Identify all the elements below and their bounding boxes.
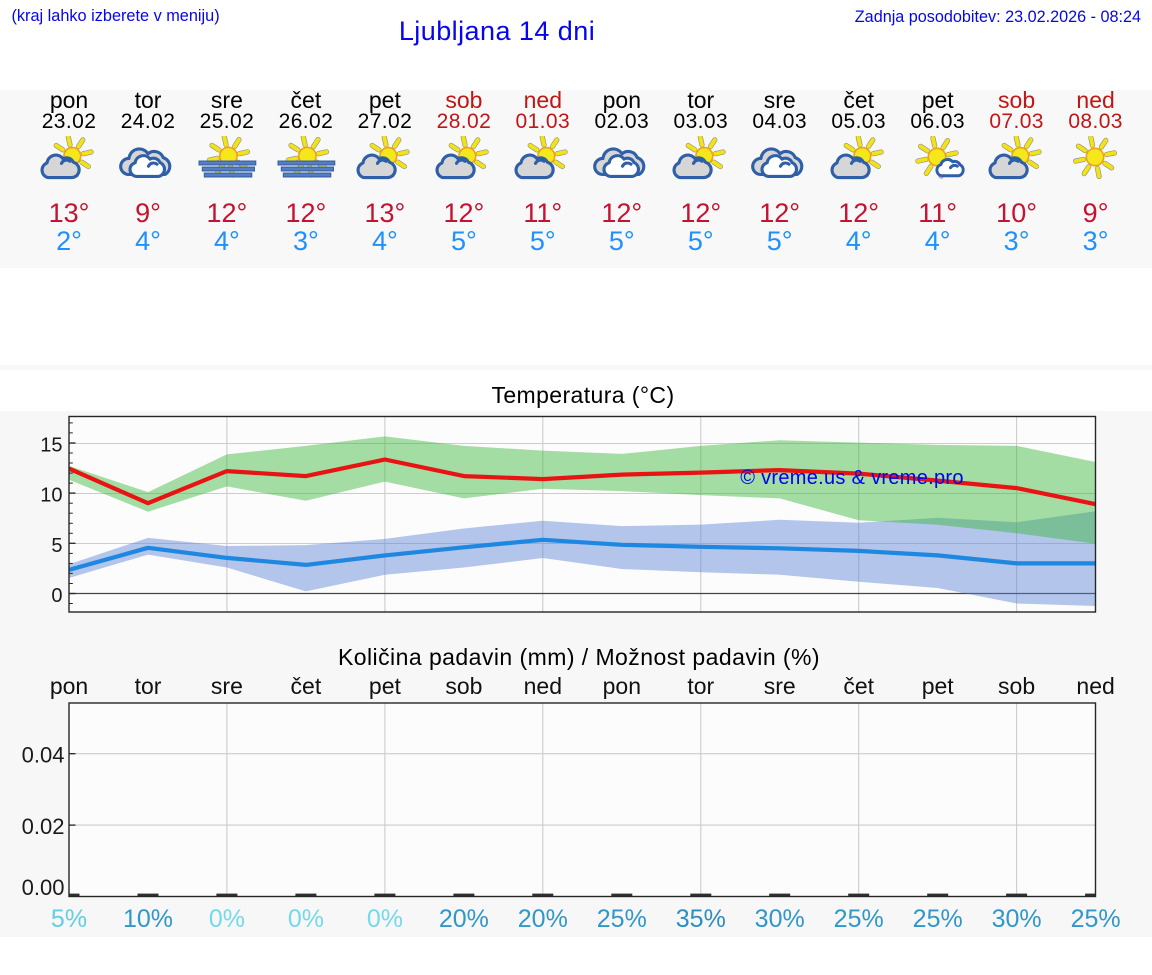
- svg-text:10: 10: [40, 485, 62, 507]
- svg-text:25%: 25%: [913, 905, 963, 933]
- svg-text:25%: 25%: [597, 905, 647, 933]
- svg-text:ned: ned: [524, 673, 562, 699]
- svg-text:čet: čet: [291, 673, 322, 699]
- svg-text:čet: čet: [843, 673, 874, 699]
- svg-text:sob: sob: [998, 673, 1035, 699]
- svg-text:sob: sob: [445, 673, 482, 699]
- svg-text:0%: 0%: [367, 905, 403, 933]
- svg-text:pet: pet: [922, 673, 955, 699]
- svg-text:25%: 25%: [834, 905, 884, 933]
- svg-text:20%: 20%: [518, 905, 568, 933]
- svg-text:25%: 25%: [1071, 905, 1121, 933]
- svg-text:30%: 30%: [755, 905, 805, 933]
- svg-text:tor: tor: [135, 673, 162, 699]
- svg-text:10%: 10%: [123, 905, 173, 933]
- svg-text:30%: 30%: [992, 905, 1042, 933]
- svg-text:0%: 0%: [288, 905, 324, 933]
- svg-text:tor: tor: [687, 673, 714, 699]
- svg-text:Temperatura (°C): Temperatura (°C): [491, 382, 674, 408]
- svg-text:ned: ned: [1076, 673, 1114, 699]
- svg-text:© vreme.us & vreme.pro: © vreme.us & vreme.pro: [740, 467, 964, 489]
- svg-text:pon: pon: [50, 673, 88, 699]
- svg-text:15: 15: [40, 435, 62, 457]
- svg-text:5: 5: [51, 535, 62, 557]
- svg-text:0.00: 0.00: [22, 875, 65, 900]
- svg-text:35%: 35%: [676, 905, 726, 933]
- svg-text:0.04: 0.04: [22, 743, 65, 768]
- svg-text:sre: sre: [764, 673, 796, 699]
- svg-text:0.02: 0.02: [22, 814, 65, 839]
- svg-text:0: 0: [51, 585, 62, 607]
- svg-text:pet: pet: [369, 673, 402, 699]
- svg-text:sre: sre: [211, 673, 243, 699]
- svg-text:Količina padavin (mm) / Možnos: Količina padavin (mm) / Možnost padavin …: [338, 644, 820, 670]
- svg-text:0%: 0%: [209, 905, 245, 933]
- svg-text:pon: pon: [603, 673, 641, 699]
- svg-text:5%: 5%: [51, 905, 87, 933]
- svg-text:20%: 20%: [439, 905, 489, 933]
